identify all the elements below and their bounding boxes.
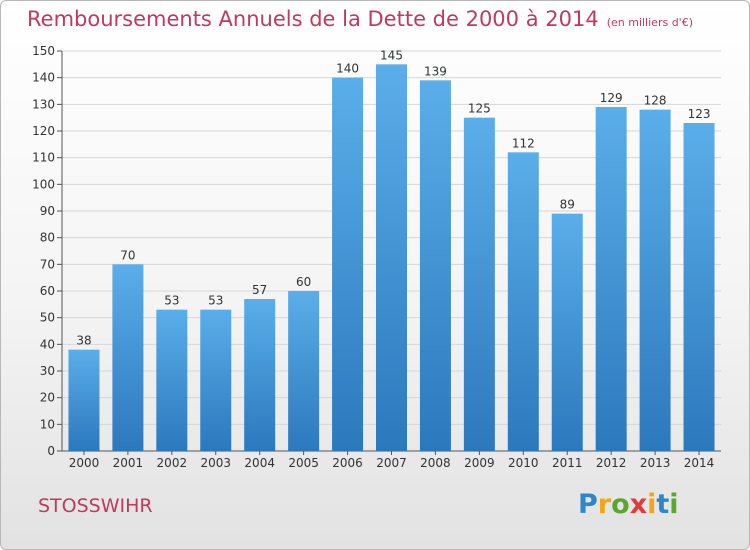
data-label: 145: [380, 48, 403, 62]
data-label: 128: [644, 94, 667, 108]
chart-title-text: Remboursements Annuels de la Dette de 20…: [27, 7, 599, 31]
bar-2008: [419, 80, 451, 451]
data-label: 129: [600, 91, 623, 105]
data-label: 125: [468, 102, 491, 116]
bar-2001: [112, 264, 144, 451]
x-tick-label: 2002: [157, 456, 188, 470]
y-tick-label: 50: [40, 311, 55, 325]
y-tick-label: 40: [40, 337, 55, 351]
chart-unit: (en milliers d'€): [606, 16, 693, 29]
x-tick-label: 2011: [552, 456, 583, 470]
y-tick-label: 10: [40, 417, 55, 431]
bar-2005: [288, 291, 320, 451]
x-tick-label: 2001: [113, 456, 144, 470]
y-tick-label: 150: [32, 44, 55, 58]
x-tick-label: 2010: [508, 456, 539, 470]
data-label: 38: [76, 334, 91, 348]
x-tick-label: 2014: [684, 456, 715, 470]
y-tick-label: 30: [40, 364, 55, 378]
y-tick-label: 0: [47, 444, 55, 458]
y-tick-label: 110: [32, 151, 55, 165]
x-tick-label: 2006: [332, 456, 363, 470]
logo-letter: o: [611, 489, 630, 520]
x-tick-label: 2009: [464, 456, 495, 470]
bar-2014: [683, 123, 715, 451]
logo-letter: i: [669, 489, 679, 520]
bar-2011: [551, 213, 583, 451]
logo-letter: x: [629, 489, 648, 520]
y-tick-label: 140: [32, 71, 55, 85]
data-label: 60: [296, 275, 311, 289]
x-tick-label: 2007: [376, 456, 407, 470]
x-tick-label: 2004: [244, 456, 275, 470]
data-label: 53: [164, 294, 179, 308]
x-tick-label: 2012: [596, 456, 627, 470]
place-name: STOSSWIHR: [38, 495, 153, 517]
x-tick-label: 2000: [69, 456, 100, 470]
bar-2009: [463, 117, 495, 452]
x-tick-label: 2005: [288, 456, 319, 470]
logo-letter: t: [656, 489, 670, 520]
bar-2000: [68, 349, 100, 451]
bar-2004: [244, 299, 276, 451]
y-tick-label: 70: [40, 257, 55, 271]
data-label: 57: [252, 283, 267, 297]
logo-letter: r: [597, 489, 612, 520]
y-tick-label: 20: [40, 391, 55, 405]
bar-2002: [156, 309, 188, 451]
y-tick-label: 100: [32, 177, 55, 191]
logo-letter: P: [578, 489, 598, 520]
x-tick-label: 2003: [200, 456, 231, 470]
proxiti-logo: Proxiti: [578, 489, 679, 520]
y-tick-label: 80: [40, 231, 55, 245]
x-tick-label: 2013: [640, 456, 671, 470]
bar-2007: [376, 64, 407, 452]
bar-2006: [332, 77, 364, 452]
data-label: 70: [120, 248, 135, 262]
bar-2010: [507, 152, 539, 452]
logo-letter: i: [647, 489, 657, 520]
y-tick-label: 130: [32, 97, 55, 111]
chart-title: Remboursements Annuels de la Dette de 20…: [27, 7, 693, 31]
bar-2012: [595, 107, 627, 451]
y-tick-label: 90: [40, 204, 55, 218]
data-label: 140: [336, 62, 359, 76]
bar-2013: [639, 109, 671, 452]
x-tick-label: 2008: [420, 456, 451, 470]
data-label: 53: [208, 294, 223, 308]
data-label: 112: [512, 136, 535, 150]
data-label: 89: [560, 198, 575, 212]
y-tick-label: 120: [32, 124, 55, 138]
data-label: 123: [688, 107, 711, 121]
bar-2003: [200, 309, 232, 451]
y-tick-label: 60: [40, 284, 55, 298]
data-label: 139: [424, 64, 447, 78]
